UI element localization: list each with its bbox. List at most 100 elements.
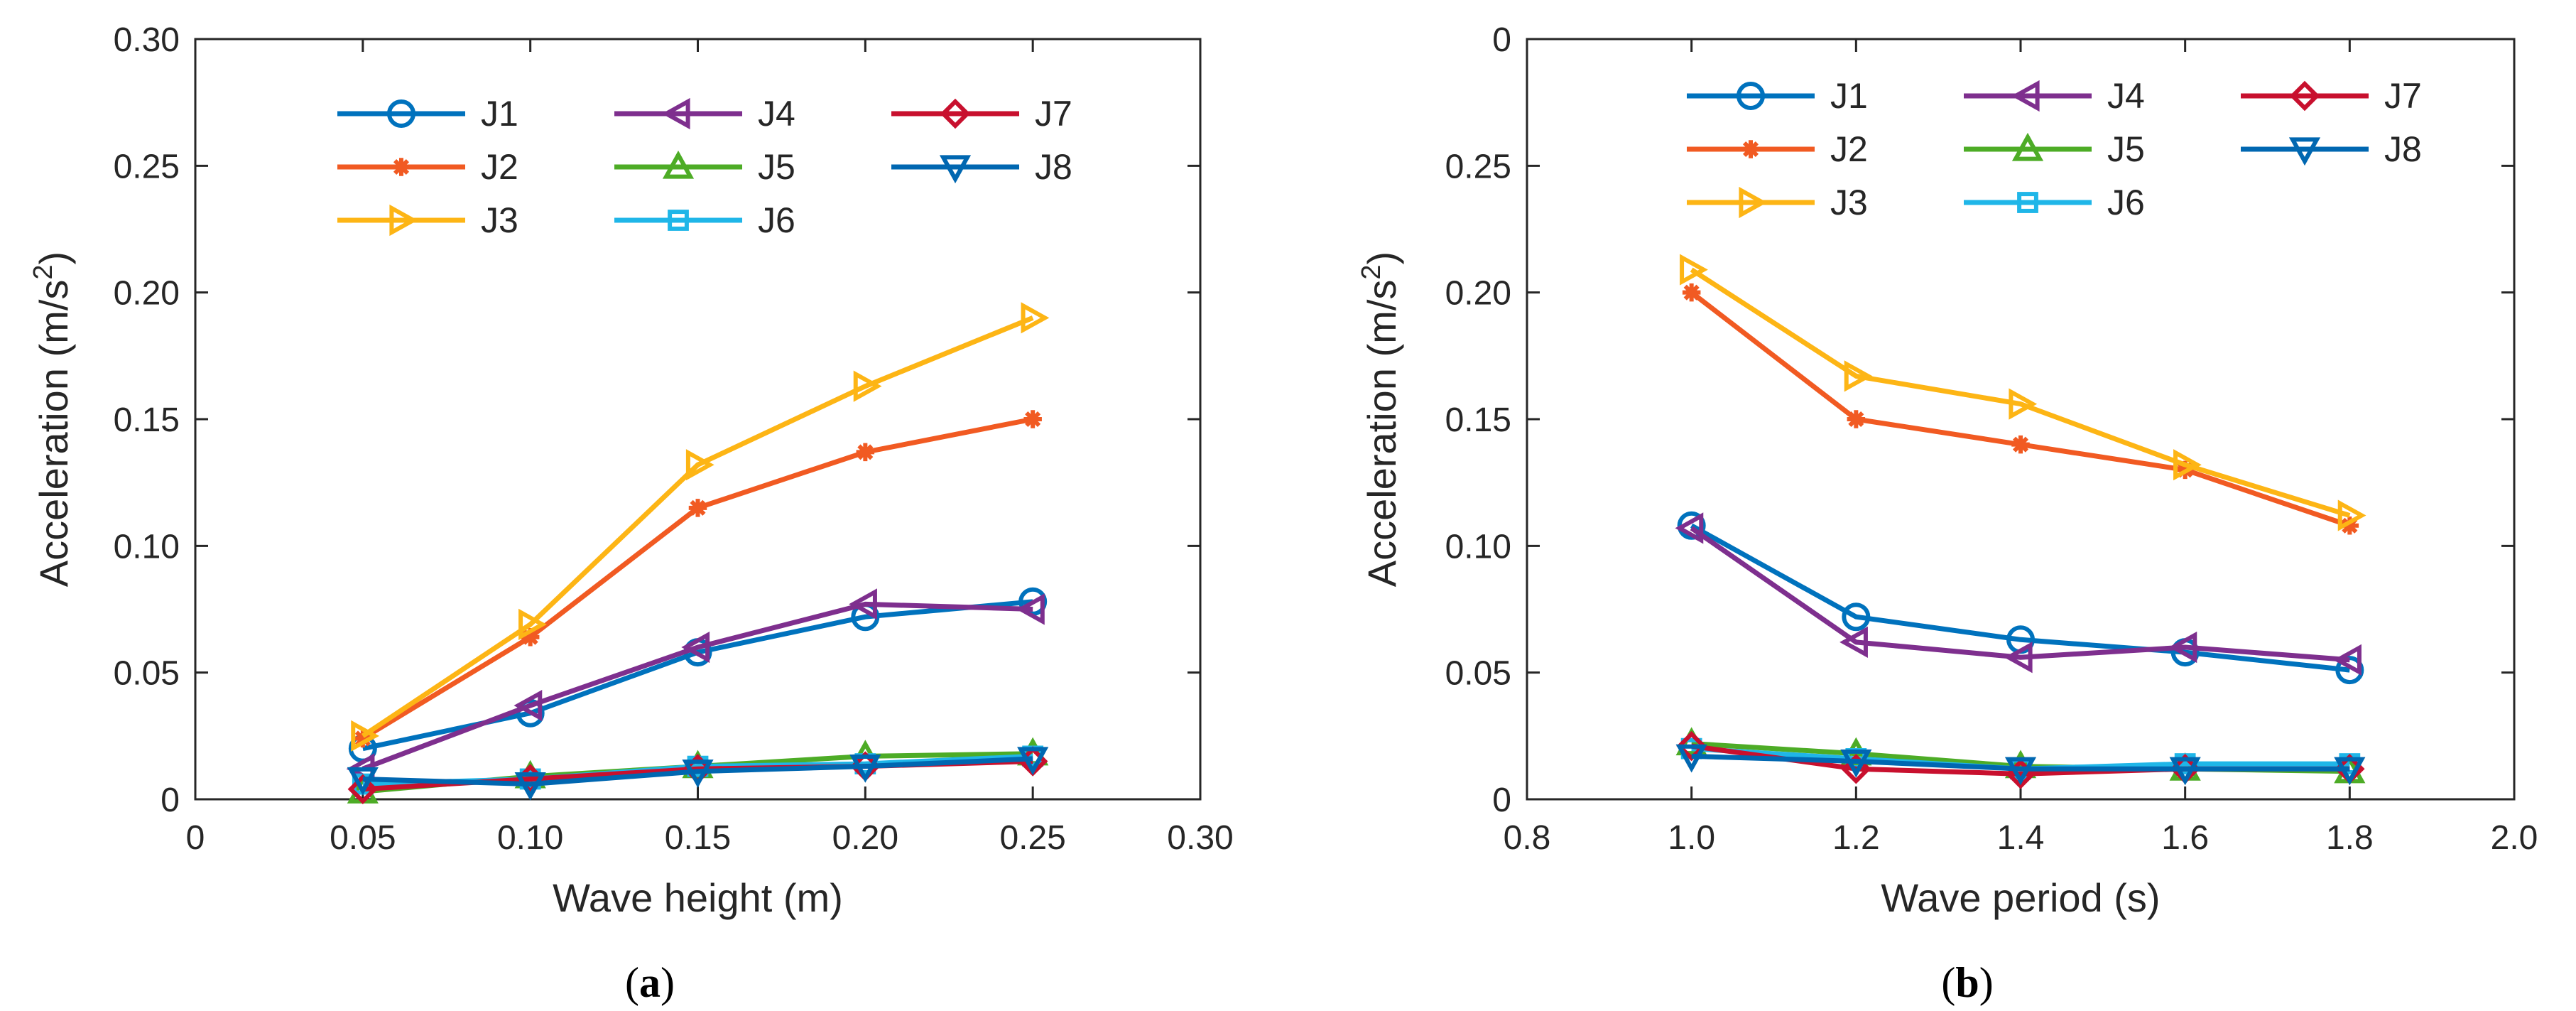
panel-b-point-J2-2 — [2011, 435, 2030, 454]
panel-a-y-tick-label: 0.25 — [114, 148, 180, 185]
panel-b-legend-marker-J6 — [2017, 192, 2038, 213]
panel-a-y-axis-label-sup: 2 — [28, 264, 58, 279]
panel-a-legend-label-J5: J5 — [758, 147, 795, 187]
panel-b-y-tick-label: 0.25 — [1445, 148, 1511, 185]
panel-a-point-J7-0 — [347, 774, 379, 804]
panel-b-caption-letter: b — [1955, 959, 1979, 1006]
panel-a-legend-marker-J2 — [392, 158, 411, 176]
panel-b-series-line-J4 — [1690, 526, 2350, 663]
panel-b-point-J2-0 — [1682, 283, 1701, 302]
panel-b-series-line-J1 — [1690, 523, 2350, 673]
panel-b-y-axis-label-main: Acceleration (m/s — [1359, 280, 1404, 588]
panel-a-point-J2-2 — [688, 499, 707, 517]
panel-a-legend-label-J1: J1 — [481, 94, 518, 134]
panel-a-point-J8-2 — [682, 759, 714, 788]
panel-a-x-axis-label: Wave height (m) — [553, 875, 843, 920]
panel-b-y-tick-label: 0 — [1492, 21, 1511, 59]
panel-b-x-tick-label: 1.8 — [2326, 819, 2374, 857]
panel-a-legend-entry-J8: J8 — [891, 147, 1072, 187]
panel-b-y-tick-label: 0.20 — [1445, 275, 1511, 313]
panel-a-caption-letter: a — [639, 959, 661, 1006]
panel-b-legend-entry-J5: J5 — [1964, 129, 2145, 169]
panel-b-point-J8-2 — [2004, 757, 2037, 786]
panel-a-legend-label-J8: J8 — [1035, 147, 1072, 187]
panel-b-legend-label-J8: J8 — [2384, 129, 2422, 169]
panel-a-series-J2 — [354, 410, 1042, 748]
panel-b-x-axis-label: Wave period (s) — [1881, 875, 2160, 920]
panel-a-caption: (a) — [625, 959, 675, 1006]
panel-a-x-tick-label: 0.10 — [497, 819, 563, 857]
panel-a-point-J3-0 — [351, 720, 380, 752]
panel-b-point-J3-1 — [1844, 360, 1873, 392]
panel-b-point-J1-0 — [1677, 511, 1706, 540]
panel-a-legend-label-J7: J7 — [1035, 94, 1072, 134]
panel-a-y-tick-label: 0.10 — [114, 528, 180, 566]
panel-b-point-J3-3 — [2173, 449, 2202, 481]
panel-a-caption-open: ( — [625, 959, 639, 1006]
panel-a-y-axis-label: Acceleration (m/s2) — [28, 252, 76, 587]
panel-a-series-line-J3 — [361, 315, 1034, 738]
panel-b-legend-entry-J7: J7 — [2241, 76, 2422, 116]
panel-b-caption-close: ) — [1979, 959, 1994, 1006]
panel-a-legend-marker-J5 — [662, 150, 695, 179]
panel-b-point-J4-1 — [1839, 626, 1868, 658]
panel-b-legend-label-J2: J2 — [1830, 129, 1868, 169]
panel-a-caption-close: ) — [661, 959, 675, 1006]
panel-b-series-J2 — [1682, 283, 2359, 535]
panel-b-legend-entry-J3: J3 — [1687, 183, 1868, 222]
panel-a-legend-marker-J1 — [387, 99, 415, 128]
panel-b-point-J4-4 — [2333, 644, 2362, 676]
panel-b-legend-marker-J5 — [2011, 132, 2044, 161]
panel-a-legend-marker-J4 — [661, 97, 690, 130]
panel-a-point-J8-4 — [1017, 747, 1049, 776]
panel-b-x-tick-label: 1.0 — [1668, 819, 1715, 857]
panel-a-legend-entry-J7: J7 — [891, 94, 1072, 134]
panel-a-legend-marker-J8 — [939, 155, 972, 184]
panel-a-legend: J1 J2 J3 J4 J5 J6 J7 J8 — [337, 94, 1072, 240]
panel-b-series-J3 — [1680, 254, 2366, 531]
panel-b-point-J8-3 — [2169, 757, 2201, 786]
panel-a-point-J4-2 — [681, 631, 710, 664]
panel-a-legend-label-J2: J2 — [481, 147, 518, 187]
panel-b-x-tick-label: 1.6 — [2161, 819, 2209, 857]
panel-b-series-line-J3 — [1690, 267, 2351, 518]
panel-a-y-axis-label-end: ) — [31, 252, 76, 265]
panel-b-x-tick-label: 2.0 — [2491, 819, 2538, 857]
panel-a-y-tick-label: 0 — [161, 782, 180, 819]
panel-a-point-J8-0 — [347, 767, 379, 796]
panel-b-y-tick-label: 0 — [1492, 782, 1511, 819]
panel-a-series-line-J4 — [362, 601, 1033, 772]
panel-b-legend-label-J3: J3 — [1830, 183, 1868, 222]
panel-b-series-J4 — [1675, 512, 2362, 676]
panel-b-legend: J1 J2 J3 J4 J5 J6 J7 J8 — [1687, 76, 2422, 222]
panel-a-legend-marker-J7 — [940, 98, 971, 129]
panel-b-point-J3-2 — [2009, 388, 2038, 420]
panel-b-y-axis-label-end: ) — [1359, 252, 1404, 265]
panel-a-x-tick-label: 0 — [186, 819, 205, 857]
panel-b-legend-marker-J4 — [2011, 80, 2040, 112]
panel-a-point-J4-3 — [849, 588, 877, 620]
panel-a-y-tick-label: 0.15 — [114, 401, 180, 439]
panel-b-point-J1-1 — [1842, 602, 1871, 632]
panel-b-point-J4-0 — [1675, 512, 1704, 544]
panel-a-series-line-J8 — [362, 756, 1033, 787]
panel-a-legend-label-J4: J4 — [758, 94, 795, 134]
panel-a-legend-marker-J3 — [389, 204, 418, 237]
panel-b-legend-entry-J6: J6 — [1964, 183, 2145, 222]
panel-a-y-tick-label: 0.30 — [114, 21, 180, 59]
panel-b-point-J3-4 — [2337, 499, 2366, 531]
panel-a-legend-entry-J1: J1 — [337, 94, 518, 134]
panel-a-point-J4-4 — [1016, 593, 1045, 625]
panel-b-y-tick-label: 0.15 — [1445, 401, 1511, 439]
panel-a-point-J3-3 — [853, 370, 882, 402]
panel-b-point-J7-1 — [1841, 753, 1871, 784]
panel-a-legend-entry-J3: J3 — [337, 200, 518, 240]
panel-a-point-J2-4 — [1023, 410, 1042, 428]
panel-a-point-J2-3 — [856, 443, 875, 462]
panel-a-legend-entry-J6: J6 — [614, 200, 795, 240]
panel-b-y-axis-label: Acceleration (m/s2) — [1357, 252, 1404, 587]
panel-a-x-tick-label: 0.25 — [999, 819, 1065, 857]
panel-b-x-tick-label: 1.4 — [1997, 819, 2045, 857]
panel-b-legend-label-J5: J5 — [2107, 129, 2145, 169]
